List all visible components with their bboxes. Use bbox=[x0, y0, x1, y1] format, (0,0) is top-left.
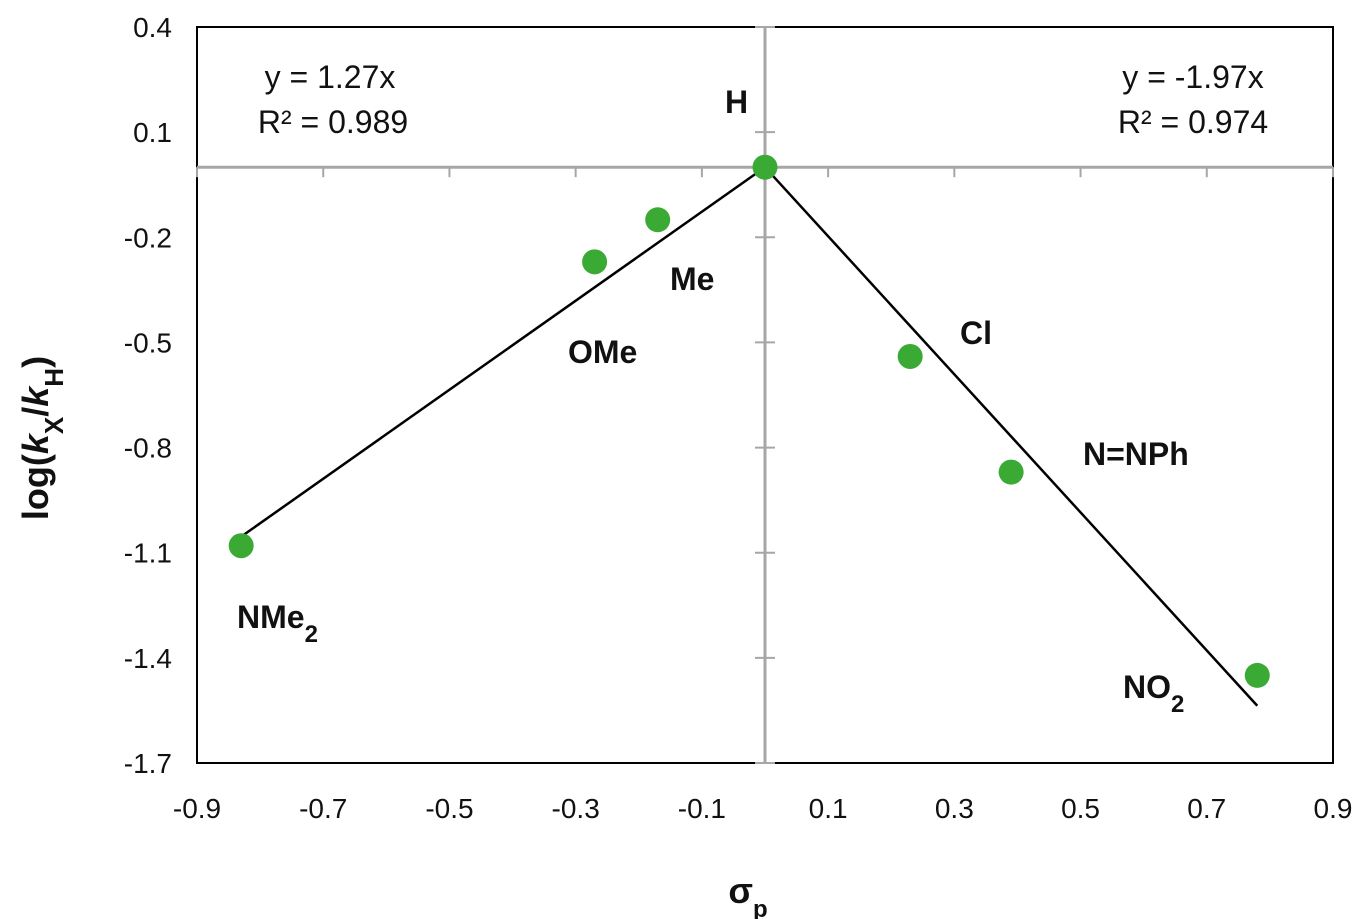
x-tick-label: 0.5 bbox=[1061, 793, 1100, 824]
data-point-ome bbox=[582, 249, 608, 275]
x-tick-label: -0.5 bbox=[425, 793, 473, 824]
point-label-h: H bbox=[725, 84, 748, 120]
point-label-no2: NO2 bbox=[1123, 669, 1184, 718]
data-point-me bbox=[645, 207, 671, 233]
x-tick-label: -0.1 bbox=[678, 793, 726, 824]
y-tick-label: 0.4 bbox=[133, 12, 172, 43]
fit-r2-right: R² = 0.974 bbox=[1118, 104, 1268, 140]
x-tick-label: 0.3 bbox=[935, 793, 974, 824]
point-label-me: Me bbox=[670, 261, 714, 297]
fit-line-left bbox=[240, 166, 766, 538]
point-label-ome: OMe bbox=[568, 334, 637, 370]
x-tick-label: -0.3 bbox=[552, 793, 600, 824]
point-label-nme2-text: NMe2 bbox=[237, 599, 318, 648]
x-tick-label: -0.7 bbox=[299, 793, 347, 824]
data-point-no2 bbox=[1244, 662, 1270, 688]
x-tick-label: 0.1 bbox=[809, 793, 848, 824]
y-tick-label: -1.1 bbox=[124, 538, 172, 569]
y-axis-title: log(kX/kH) bbox=[15, 356, 69, 520]
y-tick-label: -0.2 bbox=[124, 222, 172, 253]
y-tick-label: -0.5 bbox=[124, 327, 172, 358]
data-point-cl bbox=[897, 343, 923, 369]
x-tick-label: 0.9 bbox=[1314, 793, 1353, 824]
fit-r2-left: R² = 0.989 bbox=[258, 104, 408, 140]
x-tick-label: 0.7 bbox=[1187, 793, 1226, 824]
point-label-nme2: NMe2 bbox=[237, 599, 318, 648]
data-point-nnph bbox=[998, 459, 1024, 485]
point-label-nnph: N=NPh bbox=[1083, 436, 1189, 472]
fit-line-right bbox=[764, 166, 1259, 707]
y-tick-label: -1.7 bbox=[124, 748, 172, 779]
x-tick-label: -0.9 bbox=[173, 793, 221, 824]
point-label-no2-text: NO2 bbox=[1123, 669, 1184, 718]
y-tick-label: -1.4 bbox=[124, 643, 172, 674]
x-axis-title: σp bbox=[728, 870, 767, 919]
data-point-nme2 bbox=[228, 533, 254, 559]
fit-equation-left: y = 1.27x bbox=[265, 59, 396, 95]
fit-equation-right: y = -1.97x bbox=[1122, 59, 1263, 95]
y-tick-label: -0.8 bbox=[124, 433, 172, 464]
data-point-h bbox=[752, 154, 778, 180]
point-label-cl: Cl bbox=[960, 315, 992, 351]
y-tick-label: 0.1 bbox=[133, 117, 172, 148]
